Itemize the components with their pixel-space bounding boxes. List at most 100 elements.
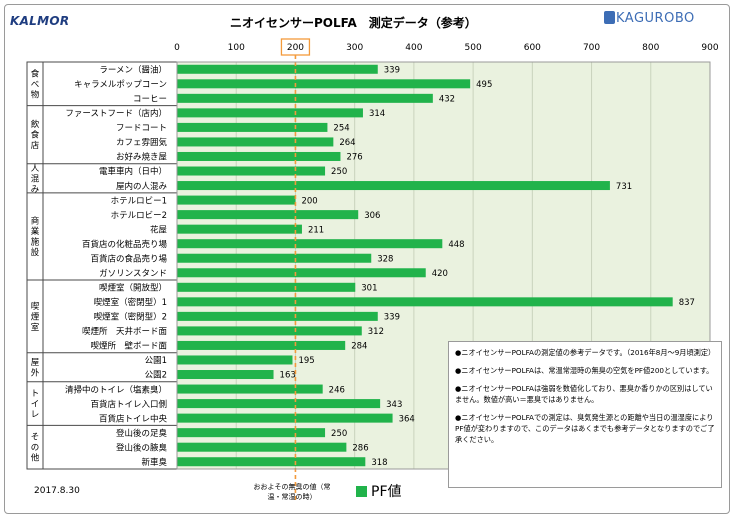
bar bbox=[177, 457, 366, 467]
bar bbox=[177, 181, 610, 191]
row-label: 喫煙室（開放型） bbox=[99, 283, 167, 294]
bar-value-label: 301 bbox=[361, 284, 377, 294]
chart-title: ニオイセンサーPOLFA 測定データ（参考） bbox=[230, 16, 477, 30]
x-tick-label: 800 bbox=[642, 43, 659, 53]
bar-value-label: 250 bbox=[331, 429, 347, 439]
group-label-0: 食べ物 bbox=[31, 68, 40, 100]
group-label-5: 屋外 bbox=[31, 358, 40, 379]
group-label-6: トイレ bbox=[31, 389, 40, 420]
bar bbox=[177, 413, 393, 423]
bar-value-label: 306 bbox=[364, 211, 380, 221]
footer-date: 2017.8.30 bbox=[34, 486, 80, 496]
bar-value-label: 318 bbox=[371, 458, 387, 468]
note-1: ●ニオイセンサーPOLFAの測定値の参考データです。（2016年8月〜9月頃測定… bbox=[455, 348, 716, 357]
bar-value-label: 837 bbox=[679, 298, 695, 308]
x-tick-label: 300 bbox=[346, 43, 363, 53]
bar bbox=[177, 370, 274, 380]
bar-value-label: 432 bbox=[439, 95, 455, 105]
group-label-2: 人混み bbox=[31, 164, 40, 195]
x-tick-label: 0 bbox=[174, 43, 180, 53]
row-label: 百貨店トイレ中央 bbox=[99, 413, 168, 424]
bar bbox=[177, 195, 296, 205]
row-label: 喫煙所 天井ボード面 bbox=[82, 326, 168, 337]
group-label-1: 飲食店 bbox=[31, 119, 40, 151]
row-label: 登山後の腋臭 bbox=[116, 442, 168, 453]
notes-box: ●ニオイセンサーPOLFAの測定値の参考データです。（2016年8月〜9月頃測定… bbox=[448, 341, 722, 488]
row-label: キャラメルポップコーン bbox=[74, 80, 167, 90]
bar bbox=[177, 297, 673, 307]
bar-value-label: 339 bbox=[384, 313, 400, 323]
row-label: カフェ雰囲気 bbox=[116, 137, 168, 148]
legend-label: PF値 bbox=[371, 484, 402, 500]
bar bbox=[177, 384, 323, 394]
plot-border bbox=[176, 61, 711, 470]
row-label: 喫煙室（密閉型）1 bbox=[94, 297, 167, 308]
bar bbox=[177, 311, 378, 321]
bar-value-label: 254 bbox=[333, 124, 349, 134]
bar bbox=[177, 166, 326, 176]
note-3: ●ニオイセンサーPOLFAは強弱を数値化しており、悪臭か香りかの区別はしていませ… bbox=[455, 384, 713, 404]
legend: PF値 bbox=[356, 481, 402, 501]
bar-value-label: 420 bbox=[432, 269, 448, 279]
bar bbox=[177, 93, 433, 103]
row-label: 百貨店の食品売り場 bbox=[90, 253, 167, 264]
row-label: ホテルロビー2 bbox=[111, 211, 167, 221]
group-label-3: 商業施設 bbox=[31, 216, 40, 259]
bar-value-label: 276 bbox=[346, 153, 362, 163]
x-tick-label: 200 bbox=[287, 43, 304, 53]
row-label: 公園2 bbox=[145, 371, 167, 381]
bar bbox=[177, 79, 471, 89]
row-label: 公園1 bbox=[145, 356, 167, 366]
bar bbox=[177, 282, 356, 292]
label-column bbox=[26, 61, 178, 470]
bar bbox=[177, 210, 359, 220]
row-label: コーヒー bbox=[133, 95, 167, 105]
bar bbox=[177, 326, 362, 336]
bar-value-label: 731 bbox=[616, 182, 632, 192]
bar bbox=[177, 442, 347, 452]
x-tick-label: 700 bbox=[583, 43, 600, 53]
bar-value-label: 286 bbox=[352, 443, 368, 453]
x-tick-label: 500 bbox=[465, 43, 482, 53]
row-label: 屋内の人混み bbox=[116, 181, 168, 192]
bar-value-label: 364 bbox=[399, 414, 415, 424]
bar-value-label: 250 bbox=[331, 167, 347, 177]
bar bbox=[177, 355, 293, 365]
bar-value-label: 495 bbox=[476, 80, 492, 90]
row-label: 花屋 bbox=[150, 224, 168, 235]
bar-value-label: 339 bbox=[384, 65, 400, 75]
kagurobo-logo: KAGUROBO bbox=[604, 11, 695, 26]
bar bbox=[177, 151, 341, 161]
bar bbox=[177, 122, 328, 132]
row-label: 清掃中のトイレ（塩素臭） bbox=[65, 384, 167, 395]
bar bbox=[177, 340, 346, 350]
bar-value-label: 246 bbox=[329, 385, 345, 395]
bar bbox=[177, 399, 381, 409]
bar-value-label: 163 bbox=[280, 371, 296, 381]
bar-value-label: 211 bbox=[308, 225, 324, 235]
group-label-7: その他 bbox=[31, 433, 40, 464]
bar bbox=[177, 253, 372, 263]
group-label-4: 喫煙室 bbox=[31, 301, 40, 333]
kagurobo-mark-icon bbox=[604, 11, 615, 24]
x-tick-label: 400 bbox=[405, 43, 422, 53]
bar bbox=[177, 428, 326, 438]
row-label: ラーメン（醤油） bbox=[99, 64, 167, 75]
row-label: ファーストフード（店内） bbox=[65, 108, 167, 119]
bar-value-label: 328 bbox=[377, 254, 393, 264]
bar-value-label: 312 bbox=[368, 327, 384, 337]
bar bbox=[177, 239, 443, 249]
bar-value-label: 284 bbox=[351, 342, 367, 352]
bar-value-label: 264 bbox=[339, 138, 355, 148]
bar-value-label: 448 bbox=[448, 240, 464, 250]
note-4: ●ニオイセンサーPOLFAでの測定は、臭気発生源との距離や当日の温湿度によりPF… bbox=[455, 413, 715, 444]
bar-value-label: 343 bbox=[386, 400, 402, 410]
row-label: 喫煙所 壁ボード面 bbox=[90, 341, 167, 352]
kagurobo-logo-text: KAGUROBO bbox=[616, 11, 695, 26]
bar-value-label: 200 bbox=[301, 196, 317, 206]
row-label: 新車臭 bbox=[141, 457, 167, 468]
row-label: 登山後の足臭 bbox=[116, 428, 168, 439]
row-label: 電車車内（日中） bbox=[99, 166, 167, 177]
bar-value-label: 195 bbox=[298, 356, 314, 366]
